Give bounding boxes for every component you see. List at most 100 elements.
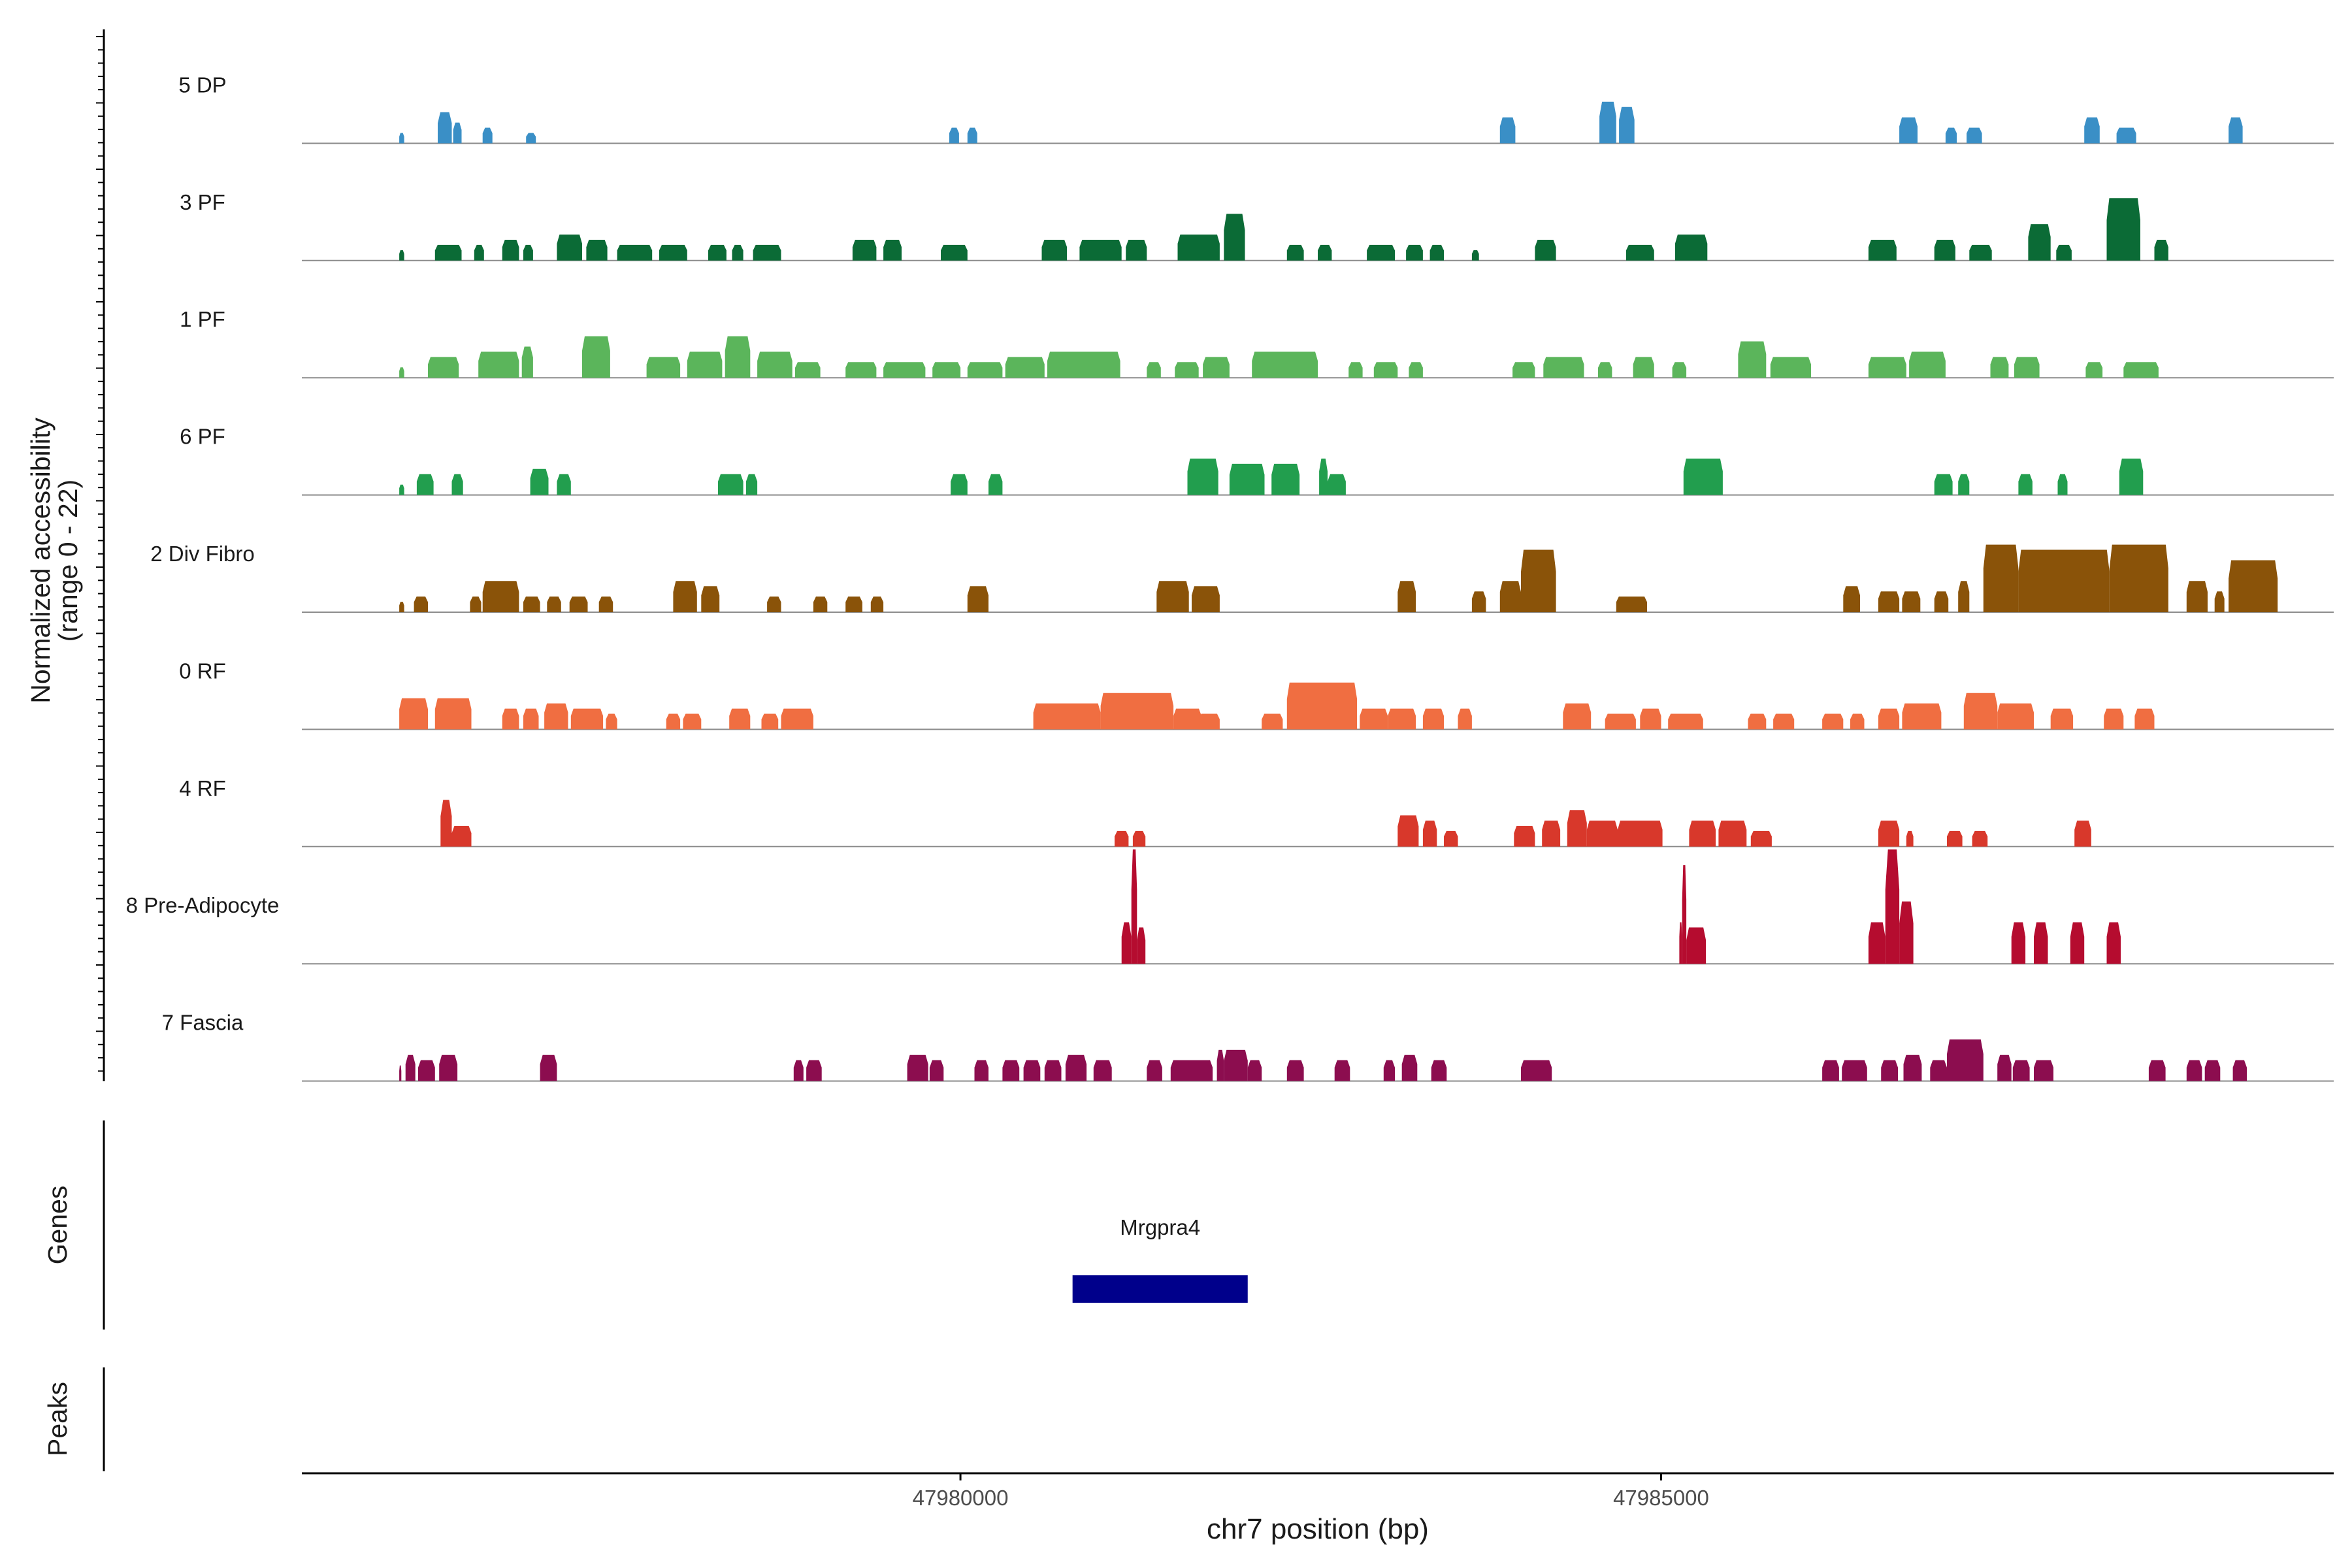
coverage-peak xyxy=(1187,458,1218,495)
coverage-peak xyxy=(2186,1060,2202,1081)
coverage-peak xyxy=(1217,1049,1224,1081)
coverage-peak xyxy=(1373,362,1398,378)
coverage-peak xyxy=(1137,927,1146,964)
coverage-peak xyxy=(2014,357,2040,378)
x-tick-label: 47980000 xyxy=(913,1486,1009,1510)
coverage-peak xyxy=(569,596,588,612)
coverage-peak xyxy=(582,336,610,378)
coverage-peak xyxy=(907,1054,928,1081)
coverage-peak xyxy=(1409,362,1423,378)
coverage-peak xyxy=(2084,117,2100,144)
coverage-peak xyxy=(1121,922,1132,964)
coverage-peak xyxy=(451,826,472,847)
coverage-peak xyxy=(1065,1054,1087,1081)
coverage-peak xyxy=(1878,821,1900,847)
coverage-peak xyxy=(1334,1060,1350,1081)
coverage-peak xyxy=(1903,1054,1922,1081)
coverage-peak xyxy=(1514,826,1535,847)
coverage-peak xyxy=(1563,703,1592,730)
coverage-peak xyxy=(1689,821,1716,847)
coverage-peak xyxy=(2085,362,2103,378)
coverage-peak xyxy=(547,596,561,612)
track-label: 0 RF xyxy=(179,659,226,683)
coverage-peak xyxy=(1672,362,1687,378)
coverage-peak xyxy=(1934,240,1955,261)
coverage-peak xyxy=(1618,821,1663,847)
coverage-peak xyxy=(399,484,404,495)
coverage-peak xyxy=(2229,117,2243,144)
coverage-peak xyxy=(767,596,781,612)
coverage-peak xyxy=(434,244,462,261)
coverage-peak xyxy=(1444,830,1458,847)
coverage-peak xyxy=(1422,708,1444,730)
coverage-peak xyxy=(1679,922,1682,964)
coverage-peak xyxy=(1429,244,1444,261)
coverage-peak xyxy=(1252,351,1318,378)
gene-annotations: Mrgpra4 xyxy=(1072,1215,1248,1303)
track-label: 2 Div Fibro xyxy=(150,542,255,566)
coverage-peak xyxy=(1224,1049,1248,1081)
coverage-peak xyxy=(1521,1060,1552,1081)
coverage-peak xyxy=(1348,362,1363,378)
coverage-peak xyxy=(1899,117,1918,144)
coverage-peak xyxy=(1967,127,1982,144)
coverage-peak xyxy=(1902,591,1921,612)
coverage-peak xyxy=(399,602,404,612)
coverage-peak xyxy=(941,244,968,261)
coverage-peak xyxy=(502,240,519,261)
coverage-peak xyxy=(1499,117,1516,144)
coverage-peak xyxy=(1047,351,1120,378)
coverage-peak xyxy=(523,596,540,612)
coverage-peak xyxy=(2050,708,2074,730)
coverage-peak xyxy=(683,713,702,730)
track-6: 4 RF xyxy=(179,776,2334,847)
coverage-peak xyxy=(1229,463,1265,495)
coverage-peak xyxy=(1175,362,1199,378)
coverage-peak xyxy=(1881,1060,1898,1081)
coverage-peak xyxy=(1668,713,1703,730)
coverage-peak xyxy=(1567,810,1587,847)
coverage-peak xyxy=(2123,362,2159,378)
track-0: 5 DP xyxy=(178,73,2334,144)
coverage-peak xyxy=(745,474,758,495)
coverage-peak xyxy=(1616,596,1647,612)
coverage-peak xyxy=(687,351,723,378)
coverage-peak xyxy=(523,708,539,730)
coverage-peak xyxy=(1044,1060,1062,1081)
coverage-peak xyxy=(967,586,988,612)
coverage-peak xyxy=(659,244,687,261)
coverage-peak xyxy=(2018,474,2033,495)
coverage-peak xyxy=(845,362,877,378)
coverage-peak xyxy=(1822,713,1844,730)
coverage-peak xyxy=(523,244,533,261)
coverage-peak xyxy=(521,346,533,378)
track-label: 1 PF xyxy=(180,307,225,331)
coverage-peak xyxy=(1005,357,1045,378)
coverage-peak xyxy=(2154,240,2168,261)
coverage-peak xyxy=(2119,458,2144,495)
coverage-peak xyxy=(1115,830,1129,847)
track-label: 3 PF xyxy=(180,190,225,214)
coverage-peak xyxy=(1535,240,1556,261)
track-label: 4 RF xyxy=(179,776,226,800)
coverage-peak xyxy=(1367,244,1395,261)
coverage-peak xyxy=(1271,463,1300,495)
coverage-peak xyxy=(1388,708,1416,730)
coverage-peak xyxy=(557,235,582,261)
coverage-peak xyxy=(1605,713,1636,730)
track-5: 0 RF xyxy=(179,659,2334,730)
track-7: 8 Pre-Adipocyte xyxy=(126,849,2334,965)
gene-label: Mrgpra4 xyxy=(1120,1215,1200,1239)
coverage-peak xyxy=(418,1060,435,1081)
coverage-peak xyxy=(988,474,1003,495)
gene-body xyxy=(1072,1275,1248,1303)
coverage-peak xyxy=(470,596,482,612)
coverage-peak xyxy=(1963,693,1998,730)
coverage-peak xyxy=(482,581,519,612)
coverage-peak xyxy=(1906,830,1914,847)
coverage-peak xyxy=(453,122,462,144)
coverage-peak xyxy=(793,1060,804,1081)
coverage-peak xyxy=(1198,713,1220,730)
coverage-peak xyxy=(1878,708,1900,730)
coverage-peak xyxy=(1328,474,1346,495)
